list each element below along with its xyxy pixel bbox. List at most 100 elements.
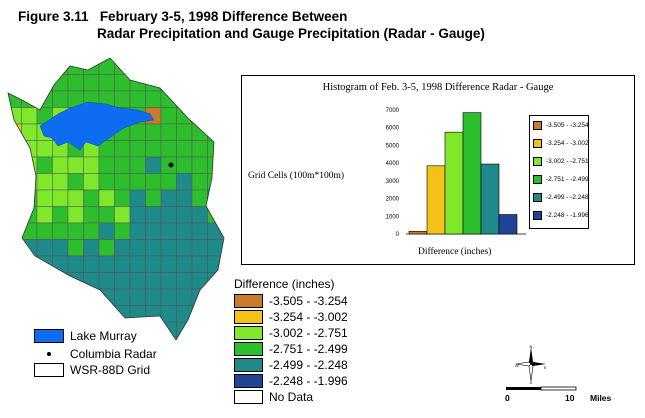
grid-cell	[207, 90, 224, 108]
grid-cell	[191, 90, 208, 108]
svg-text:E: E	[544, 365, 547, 370]
grid-cell	[160, 321, 177, 339]
grid-cell	[8, 107, 22, 125]
difference-legend-swatch	[234, 374, 263, 388]
histogram-title: Histogram of Feb. 3-5, 1998 Difference R…	[322, 82, 554, 93]
histogram-legend-label: -2.751 - -2.499	[546, 175, 589, 183]
histogram-y-tick-label: 7000	[386, 108, 400, 114]
difference-legend-swatch	[234, 390, 263, 404]
grid-cell	[191, 173, 208, 191]
grid-cell	[83, 288, 100, 306]
histogram-legend-label: -3.002 - -2.751	[546, 157, 589, 165]
grid-cell	[83, 255, 100, 273]
grid-cell	[21, 173, 38, 191]
grid-cell	[191, 206, 208, 224]
histogram-bar	[426, 165, 446, 235]
difference-legend-label: -2.248 - -1.996	[269, 374, 348, 388]
grid-cell	[129, 255, 146, 273]
grid-cell	[67, 222, 84, 240]
scale-unit-label: Miles	[590, 393, 612, 403]
histogram-bar	[498, 214, 518, 235]
grid-cell	[98, 239, 115, 257]
grid-cell	[83, 156, 100, 174]
grid-cell	[67, 189, 84, 207]
grid-cell	[114, 305, 131, 323]
grid-cell	[8, 58, 22, 75]
grid-cell	[8, 123, 22, 141]
grid-cell	[114, 239, 131, 257]
grid-cell	[21, 58, 38, 75]
grid-cell	[114, 255, 131, 273]
histogram-x-label: Difference (inches)	[418, 247, 492, 257]
grid-cell	[207, 288, 224, 306]
grid-cell	[83, 74, 100, 92]
grid-cell	[160, 123, 177, 141]
grid-cell	[191, 321, 208, 339]
difference-legend-label: -3.505 - -3.254	[269, 294, 348, 308]
grid-cell	[98, 173, 115, 191]
histogram-legend-label: -2.248 - -1.996	[546, 211, 589, 219]
grid-cell	[129, 90, 146, 108]
grid-cell	[8, 156, 22, 174]
grid-cell	[145, 222, 162, 240]
grid-cell	[207, 305, 224, 323]
grid-cell	[114, 222, 131, 240]
grid-cell	[52, 173, 69, 191]
grid-cell	[145, 206, 162, 224]
difference-legend-item: -3.505 - -3.254	[234, 293, 348, 309]
grid-cell	[8, 74, 22, 92]
grid-cell	[145, 140, 162, 158]
county-map	[7, 58, 225, 341]
figure-title-line1: February 3-5, 1998 Difference Between	[99, 9, 348, 24]
difference-legend-label: No Data	[269, 390, 314, 404]
grid-cell	[8, 189, 22, 207]
grid-cell	[145, 321, 162, 339]
grid-cell	[176, 305, 193, 323]
grid-cell	[52, 90, 69, 108]
difference-legend-swatch	[234, 326, 263, 340]
difference-legend-item: -3.254 - -3.002	[234, 309, 348, 325]
grid-cell	[83, 173, 100, 191]
figure-title-line2: Radar Precipitation and Gauge Precipitat…	[97, 26, 485, 41]
scale-start-label: 0	[505, 393, 510, 403]
histogram-y-tick-label: 6000	[386, 126, 400, 132]
legend-columbia-radar-label: Columbia Radar	[70, 347, 157, 361]
grid-cell	[191, 189, 208, 207]
grid-cell	[36, 206, 53, 224]
histogram-legend-item: -3.254 - -3.002	[533, 138, 589, 148]
grid-cell	[8, 140, 22, 158]
scale-end-label: 10	[565, 393, 575, 403]
grid-cell	[98, 206, 115, 224]
grid-cell	[114, 173, 131, 191]
histogram-legend-item: -2.248 - -1.996	[533, 210, 589, 220]
grid-cell	[160, 255, 177, 273]
histogram-legend: -3.505 - -3.254 -3.254 - -3.002 -3.002 - -…	[529, 115, 589, 229]
grid-cell	[8, 173, 22, 191]
legend-wsr88d-grid-label: WSR-88D Grid	[70, 363, 151, 377]
precipitation-grid	[8, 58, 224, 339]
histogram-y-tick-label: 4000	[386, 161, 400, 167]
grid-cell	[21, 222, 38, 240]
grid-cell	[67, 206, 84, 224]
grid-cell	[160, 189, 177, 207]
grid-cell	[129, 173, 146, 191]
grid-cell	[21, 288, 38, 306]
histogram-legend-label: -3.254 - -3.002	[546, 139, 589, 147]
svg-text:S: S	[530, 380, 533, 384]
grid-cell	[207, 321, 224, 339]
grid-cell	[52, 272, 69, 290]
grid-cell	[36, 90, 53, 108]
grid-cell	[83, 305, 100, 323]
grid-cell	[160, 107, 177, 125]
grid-cell	[145, 288, 162, 306]
grid-cell	[21, 272, 38, 290]
histogram-bar	[408, 231, 428, 235]
grid-cell	[52, 206, 69, 224]
grid-cell	[21, 90, 38, 108]
grid-cell	[36, 173, 53, 191]
grid-cell	[191, 140, 208, 158]
grid-cell	[21, 123, 38, 141]
grid-cell	[207, 272, 224, 290]
grid-cell	[8, 222, 22, 240]
grid-cell	[176, 156, 193, 174]
